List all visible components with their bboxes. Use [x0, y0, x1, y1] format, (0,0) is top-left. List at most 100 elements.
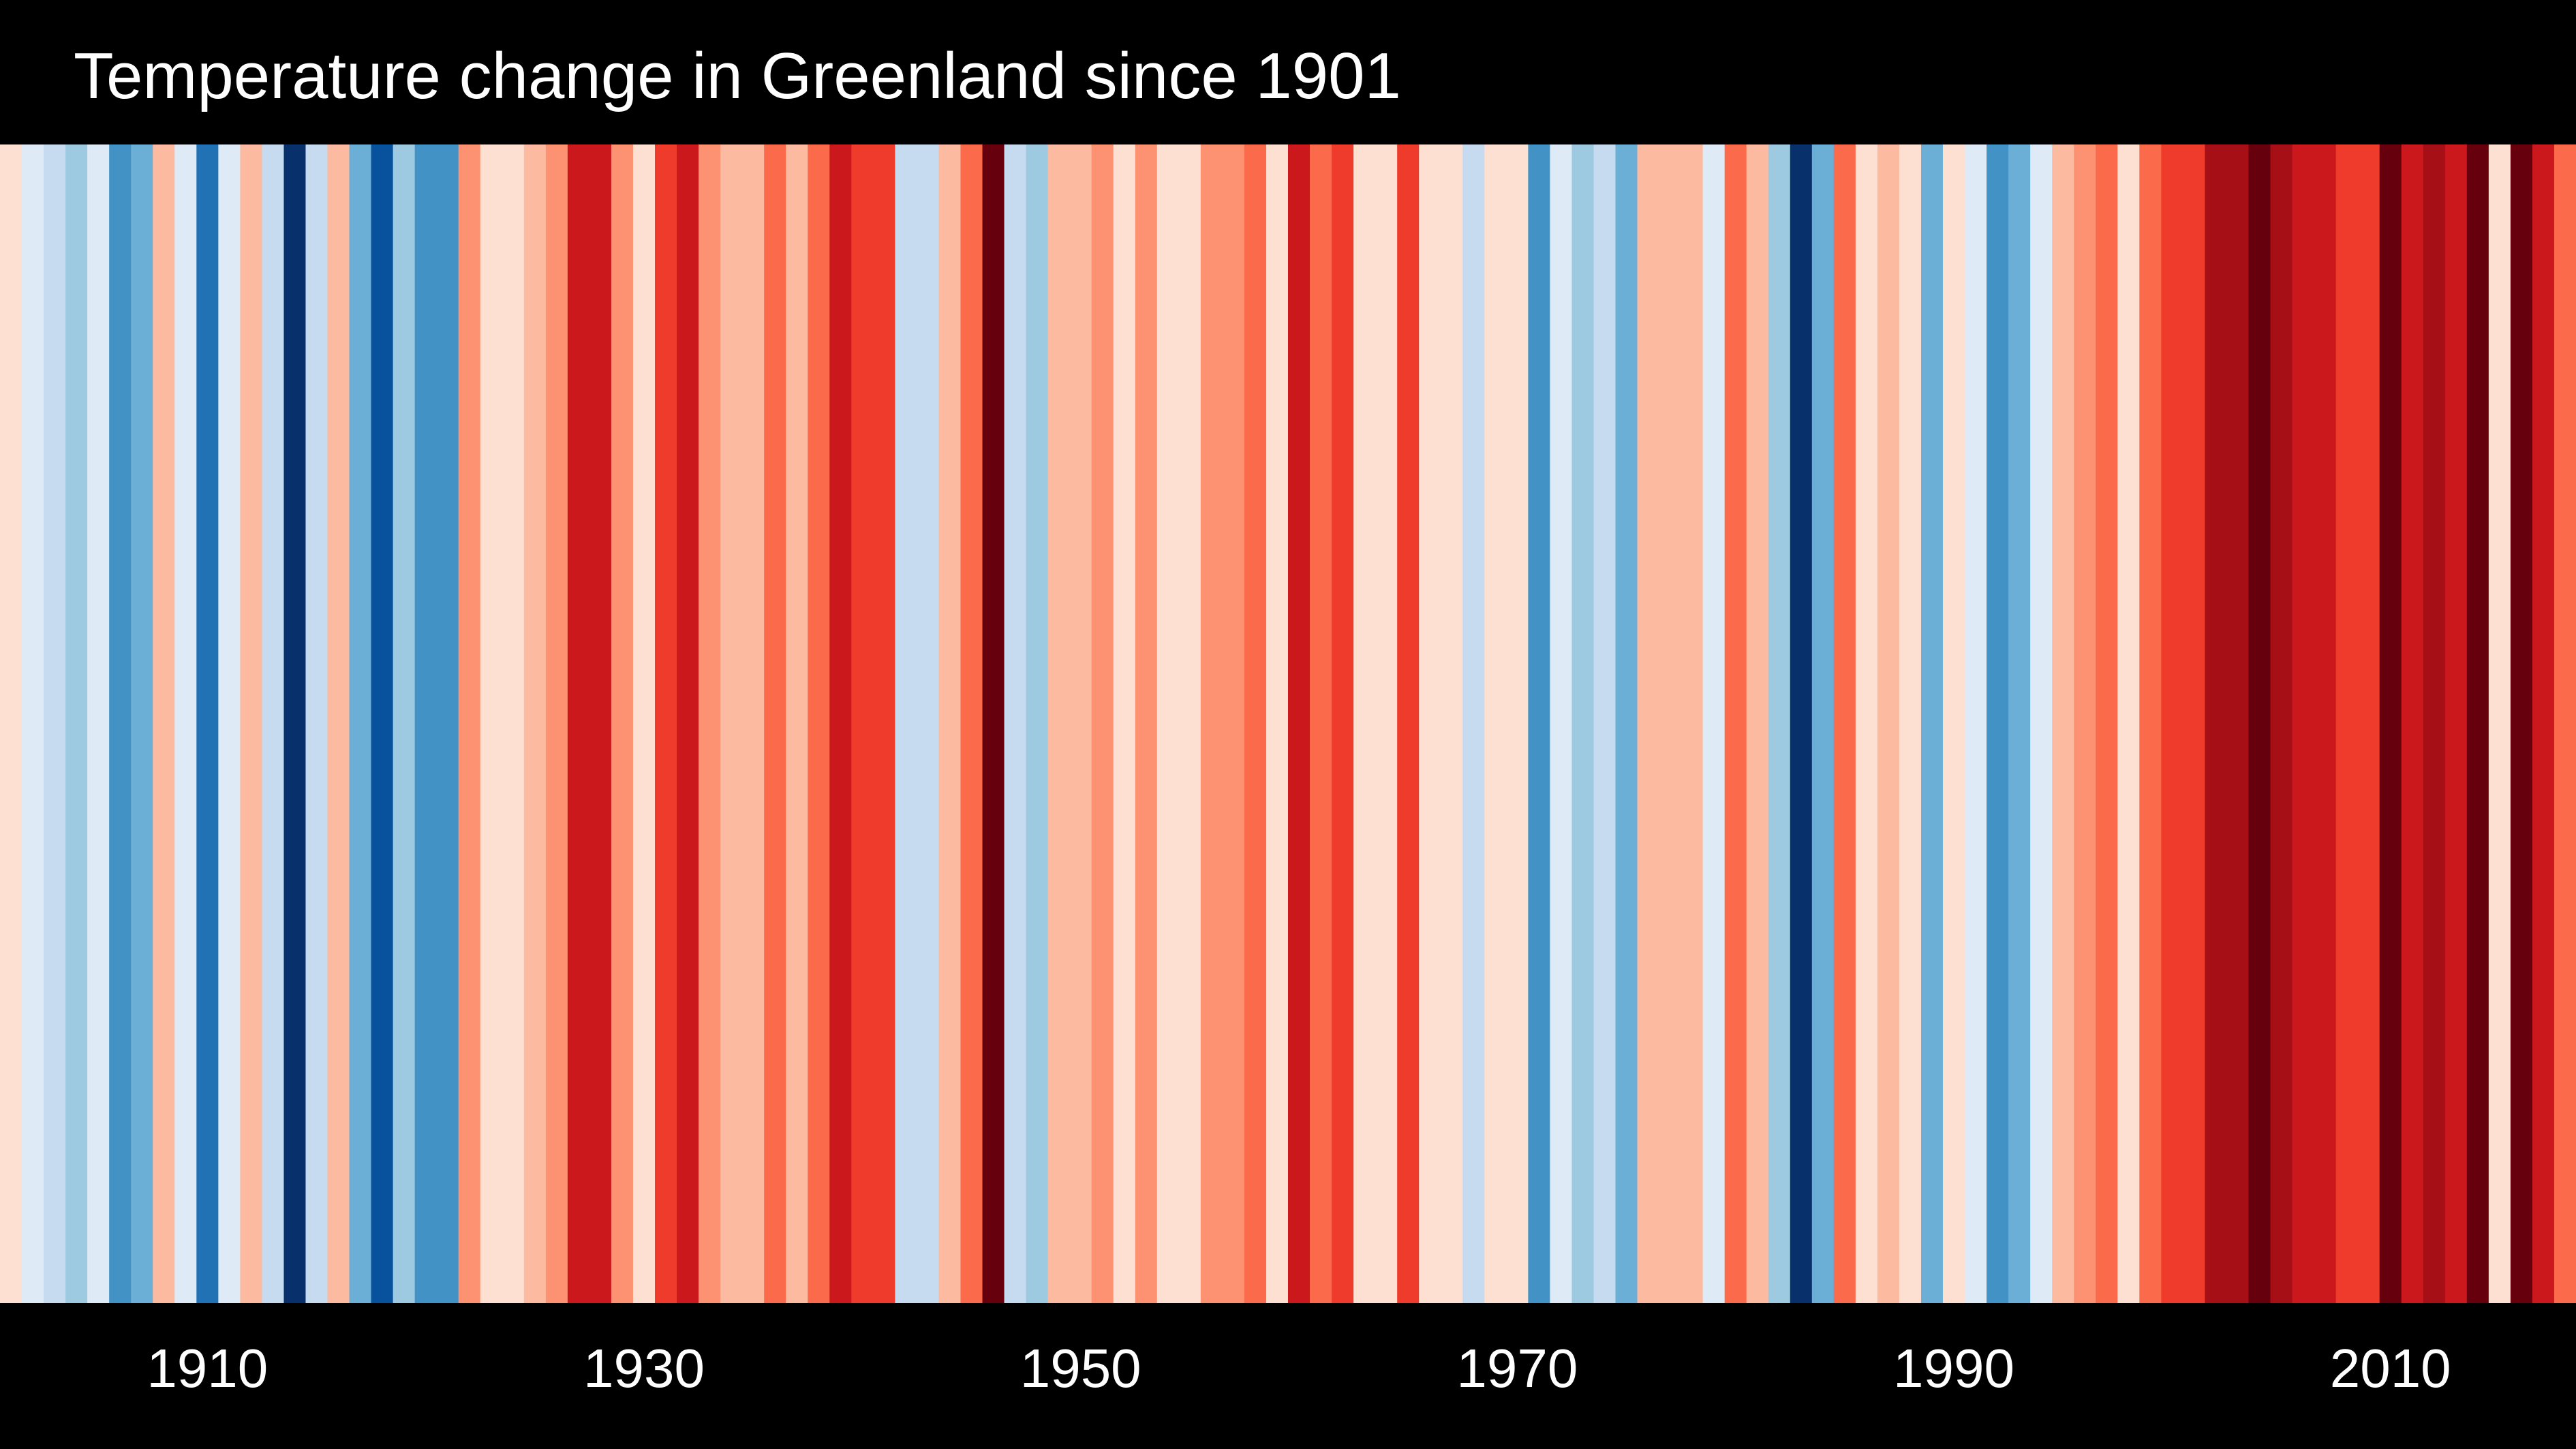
stripe-2002 — [2205, 144, 2228, 1303]
stripe-1956 — [1200, 144, 1223, 1303]
x-tick-label-1950: 1950 — [1019, 1338, 1141, 1399]
stripe-1903 — [44, 144, 66, 1303]
stripe-1994 — [2030, 144, 2053, 1303]
warming-stripes-plot — [0, 144, 2576, 1303]
stripe-1984 — [1811, 144, 1835, 1303]
stripe-1931 — [655, 144, 677, 1303]
stripe-1929 — [611, 144, 634, 1303]
stripe-1912 — [240, 144, 263, 1303]
stripe-1918 — [371, 144, 394, 1303]
stripe-1986 — [1855, 144, 1878, 1303]
stripe-1950 — [1069, 144, 1092, 1303]
stripe-1973 — [1571, 144, 1595, 1303]
stripe-1942 — [895, 144, 918, 1303]
x-tick-label-1930: 1930 — [583, 1338, 705, 1399]
stripe-1957 — [1222, 144, 1245, 1303]
x-tick-label-2010: 2010 — [2329, 1338, 2451, 1399]
stripe-1999 — [2139, 144, 2162, 1303]
stripe-1941 — [873, 144, 895, 1303]
stripe-1944 — [938, 144, 962, 1303]
stripe-1953 — [1135, 144, 1158, 1303]
stripe-1945 — [960, 144, 983, 1303]
stripe-1975 — [1615, 144, 1638, 1303]
stripe-1966 — [1419, 144, 1441, 1303]
stripe-1954 — [1156, 144, 1180, 1303]
stripe-2006 — [2292, 144, 2315, 1303]
stripe-1977 — [1659, 144, 1682, 1303]
stripe-1935 — [742, 144, 765, 1303]
stripe-1978 — [1681, 144, 1704, 1303]
stripe-2009 — [2357, 144, 2380, 1303]
stripe-1963 — [1353, 144, 1376, 1303]
stripe-1927 — [567, 144, 590, 1303]
stripe-1904 — [65, 144, 88, 1303]
x-axis: 1910 1930 1950 1970 1990 2010 — [0, 1302, 2576, 1449]
stripe-1938 — [808, 144, 830, 1303]
stripe-1936 — [764, 144, 786, 1303]
stripe-1987 — [1877, 144, 1900, 1303]
stripe-1967 — [1441, 144, 1463, 1303]
stripe-2003 — [2226, 144, 2250, 1303]
stripe-2005 — [2270, 144, 2293, 1303]
stripe-1949 — [1047, 144, 1071, 1303]
stripe-1971 — [1528, 144, 1551, 1303]
stripe-1998 — [2117, 144, 2140, 1303]
stripe-2014 — [2466, 144, 2489, 1303]
stripe-1920 — [414, 144, 438, 1303]
stripe-1946 — [982, 144, 1005, 1303]
stripe-1901 — [0, 144, 22, 1303]
stripe-1951 — [1091, 144, 1114, 1303]
stripe-1968 — [1462, 144, 1485, 1303]
stripe-1988 — [1899, 144, 1922, 1303]
stripe-1991 — [1965, 144, 1987, 1303]
stripe-1934 — [720, 144, 743, 1303]
stripe-1905 — [87, 144, 110, 1303]
stripe-1932 — [677, 144, 699, 1303]
stripe-1980 — [1724, 144, 1747, 1303]
stripe-1948 — [1026, 144, 1049, 1303]
stripe-1919 — [393, 144, 416, 1303]
stripe-1913 — [262, 144, 285, 1303]
stripe-1996 — [2074, 144, 2096, 1303]
stripe-1921 — [436, 144, 459, 1303]
stripe-2000 — [2161, 144, 2183, 1303]
stripe-1992 — [1987, 144, 2009, 1303]
stripe-1983 — [1790, 144, 1813, 1303]
stripe-1910 — [196, 144, 219, 1303]
stripe-1907 — [131, 144, 153, 1303]
stripe-1982 — [1768, 144, 1791, 1303]
stripe-1981 — [1746, 144, 1769, 1303]
stripe-1970 — [1506, 144, 1529, 1303]
stripe-1964 — [1375, 144, 1398, 1303]
stripe-1937 — [786, 144, 808, 1303]
stripe-1923 — [480, 144, 503, 1303]
stripe-2001 — [2183, 144, 2206, 1303]
stripe-1972 — [1550, 144, 1573, 1303]
stripe-1917 — [349, 144, 372, 1303]
stripe-1908 — [153, 144, 175, 1303]
stripe-1997 — [2096, 144, 2118, 1303]
stripe-1915 — [305, 144, 328, 1303]
stripe-1906 — [109, 144, 132, 1303]
stripe-1976 — [1637, 144, 1660, 1303]
stripe-2013 — [2444, 144, 2468, 1303]
stripe-1990 — [1943, 144, 1965, 1303]
stripe-1947 — [1004, 144, 1027, 1303]
stripe-1961 — [1310, 144, 1332, 1303]
stripe-2012 — [2423, 144, 2446, 1303]
stripe-1902 — [22, 144, 44, 1303]
stripe-1985 — [1833, 144, 1856, 1303]
stripe-1959 — [1266, 144, 1289, 1303]
stripe-1925 — [523, 144, 547, 1303]
stripe-1940 — [851, 144, 874, 1303]
stripe-1916 — [327, 144, 350, 1303]
stripe-1914 — [283, 144, 307, 1303]
stripe-1952 — [1113, 144, 1136, 1303]
stripe-1960 — [1288, 144, 1310, 1303]
stripe-1962 — [1332, 144, 1354, 1303]
stripe-1958 — [1244, 144, 1267, 1303]
stripe-2015 — [2488, 144, 2511, 1303]
stripe-1969 — [1484, 144, 1507, 1303]
chart-title: Temperature change in Greenland since 19… — [74, 40, 1401, 112]
stripe-1965 — [1397, 144, 1420, 1303]
